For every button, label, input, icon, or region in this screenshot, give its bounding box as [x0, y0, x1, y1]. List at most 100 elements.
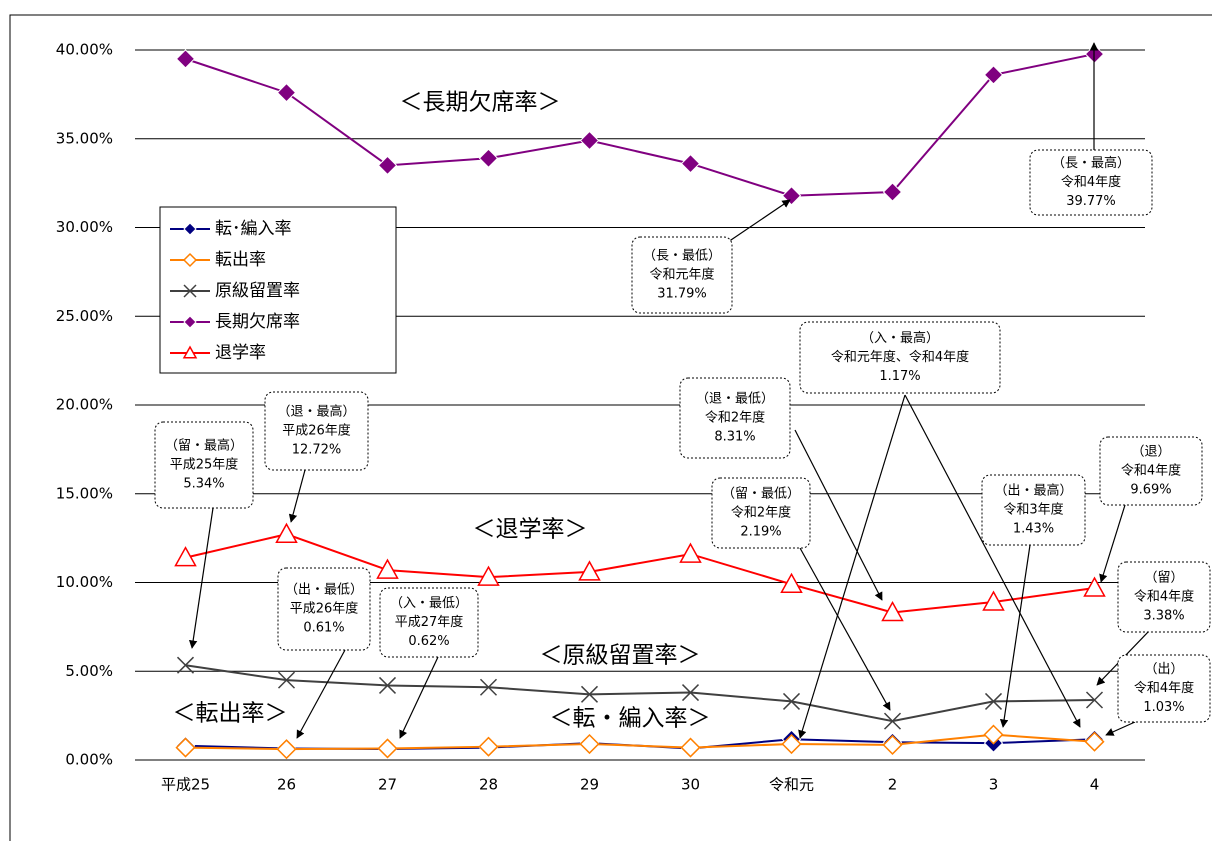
marker [680, 153, 701, 174]
x-tick-label: 27 [378, 776, 397, 794]
annotation-box [1029, 149, 1153, 216]
annotation-text: 0.62% [408, 634, 449, 649]
marker [982, 590, 1005, 611]
annotation-text: 令和2年度 [705, 410, 765, 426]
marker [176, 656, 195, 674]
annotation-text: 令和元年度 [649, 267, 714, 283]
annotation-text: （出） [1144, 662, 1183, 677]
series-label: ＜転・編入率＞ [550, 706, 711, 732]
annotation-box [1099, 436, 1203, 506]
annotation-box [799, 321, 1001, 394]
annotation-text: 5.34% [183, 477, 224, 492]
annotation-text: （出・最高） [994, 483, 1072, 499]
marker [881, 600, 904, 622]
marker [680, 737, 701, 758]
series-line [185, 533, 1095, 614]
legend-label: 転出率 [215, 250, 266, 270]
marker [580, 685, 599, 703]
annotation-text: （入・最高） [861, 330, 939, 346]
annotation-box [154, 421, 254, 509]
x-tick-label: 3 [989, 776, 999, 794]
annotation-text: 31.79% [657, 287, 707, 302]
marker [1084, 731, 1105, 752]
y-tick-label: 35.00% [56, 129, 113, 147]
annotation-text: （留・最低） [722, 487, 800, 502]
marker [175, 49, 196, 69]
marker [275, 522, 298, 543]
annotation-box [379, 587, 479, 658]
annotation-text: 令和4年度 [1134, 680, 1194, 696]
annotation-text: 1.43% [1013, 522, 1054, 537]
annotation-arrow [904, 394, 1081, 728]
y-tick-label: 30.00% [56, 218, 113, 236]
marker [182, 345, 198, 359]
marker [478, 736, 499, 757]
x-tick-label: 28 [479, 776, 498, 794]
marker [377, 738, 398, 759]
annotation-arrow [999, 544, 1031, 728]
annotation-text: （出・最低） [285, 583, 363, 598]
annotation-text: 令和4年度 [1061, 174, 1121, 190]
annotation-arrow [1105, 721, 1136, 736]
y-tick-label: 10.00% [56, 573, 113, 591]
marker [781, 186, 802, 206]
x-tick-label: 平成25 [161, 776, 210, 794]
frame [9, 14, 1212, 841]
annotation-text: （留） [1144, 571, 1183, 586]
marker [781, 733, 802, 755]
annotation-box [1117, 561, 1211, 633]
annotation-text: 令和元年度、令和4年度 [831, 349, 969, 365]
x-tick-label: 30 [681, 776, 700, 794]
series-label: ＜長期欠席率＞ [400, 90, 561, 116]
marker [183, 284, 197, 298]
series-label: ＜転出率＞ [173, 701, 288, 727]
marker [1085, 691, 1104, 709]
annotation-arrow [799, 547, 891, 711]
marker [983, 724, 1004, 745]
annotation-text: 9.69% [1130, 483, 1171, 498]
legend-label: 退学率 [215, 343, 266, 363]
annotation-text: 平成26年度 [282, 423, 351, 439]
marker [882, 182, 903, 202]
marker [578, 560, 601, 581]
x-tick-label: 26 [277, 776, 296, 794]
y-tick-label: 40.00% [56, 41, 113, 59]
annotation-box [264, 391, 369, 471]
annotation-box [981, 474, 1086, 546]
legend-label: 原級留置率 [215, 281, 300, 301]
marker [579, 733, 600, 755]
marker [782, 692, 801, 710]
annotation-text: 平成26年度 [290, 601, 359, 617]
annotation-box [1117, 654, 1211, 723]
y-tick-label: 15.00% [56, 484, 113, 502]
annotation-text: （入・最低） [390, 596, 468, 611]
series-line [185, 733, 1095, 751]
marker [175, 737, 196, 758]
annotation-box [631, 236, 733, 314]
annotation-text: 平成25年度 [170, 457, 239, 473]
annotation-arrow [794, 429, 883, 601]
series-label: ＜原級留置率＞ [540, 643, 701, 669]
x-tick-label: 4 [1090, 776, 1100, 794]
y-tick-label: 0.00% [65, 751, 113, 769]
annotation-box [711, 477, 811, 549]
annotation-text: （退・最低） [696, 392, 774, 407]
marker [277, 671, 296, 689]
annotation-text: 12.72% [292, 443, 342, 458]
series-line [185, 664, 1095, 723]
marker [882, 734, 903, 755]
marker [378, 676, 397, 694]
marker [579, 130, 600, 151]
x-tick-label: 29 [580, 776, 599, 794]
annotation-text: 3.38% [1143, 609, 1184, 624]
annotation-text: （留・最高） [165, 438, 243, 454]
annotation-arrow [727, 199, 791, 243]
marker [780, 572, 803, 594]
annotation-text: （退） [1131, 445, 1170, 460]
annotation-text: 39.77% [1066, 194, 1116, 209]
annotation-arrow [399, 656, 439, 739]
annotation-arrow [296, 649, 346, 739]
x-tick-label: 令和元 [769, 776, 814, 794]
